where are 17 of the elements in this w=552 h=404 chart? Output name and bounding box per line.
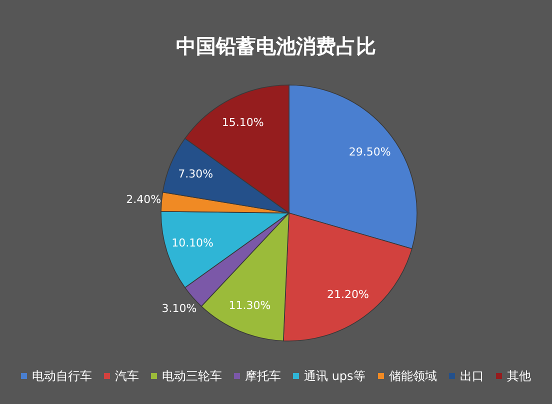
data-label: 15.10% — [222, 116, 264, 130]
chart-title: 中国铅蓄电池消费占比 — [176, 34, 376, 58]
data-label: 2.40% — [126, 193, 162, 206]
legend-label: 其他 — [507, 369, 531, 383]
legend-label: 电动三轮车 — [162, 369, 222, 383]
legend-label: 电动自行车 — [32, 369, 92, 383]
data-label: 29.50% — [348, 145, 391, 158]
data-label: 11.30% — [228, 299, 271, 312]
legend-label: 储能领域 — [389, 369, 437, 383]
data-label: 10.10% — [172, 236, 214, 250]
legend-label: 通讯 ups等 — [304, 369, 366, 383]
data-label: 21.20% — [326, 288, 369, 302]
legend-label: 出口 — [460, 369, 484, 383]
data-label: 7.30% — [178, 167, 214, 180]
data-label: 3.10% — [162, 302, 197, 316]
legend-label: 汽车 — [115, 369, 139, 383]
legend-label: 摩托车 — [245, 369, 281, 383]
